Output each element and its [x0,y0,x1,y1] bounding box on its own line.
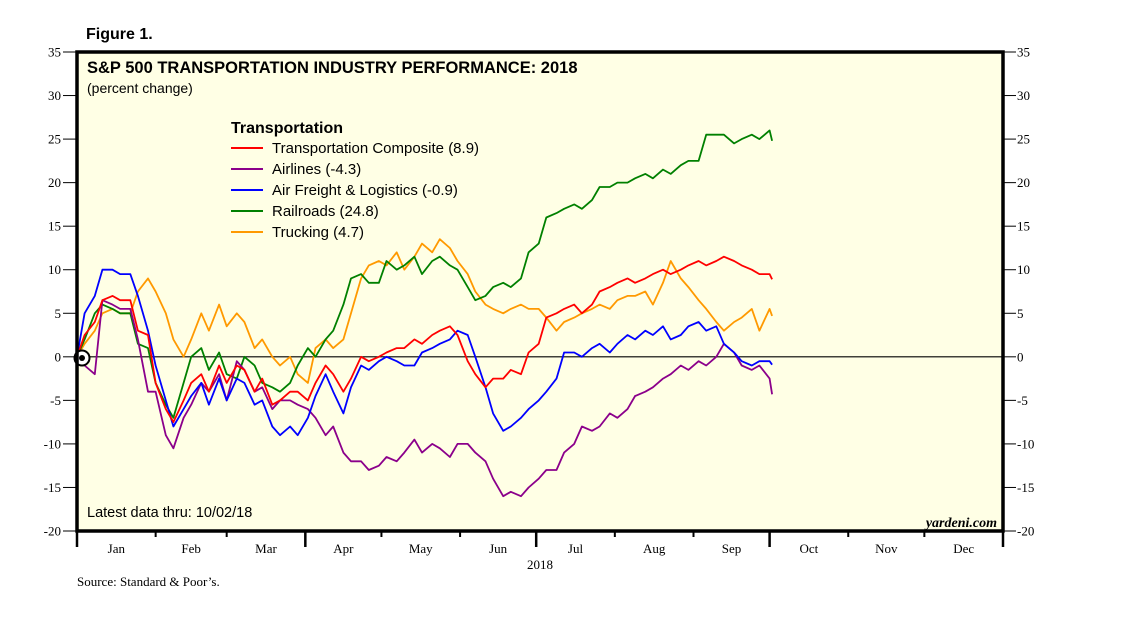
y-tick-label-right: 30 [1017,88,1030,103]
series-line-airlines [76,299,773,498]
y-tick-label-right: 35 [1017,45,1030,60]
y-tick-label-left: -15 [44,480,61,495]
y-tick-label-right: 10 [1017,262,1030,277]
figure-label: Figure 1. [86,26,153,43]
legend-label: Transportation Composite (8.9) [272,140,479,157]
legend-item: Trucking (4.7) [231,224,364,241]
x-tick-label-aug: Aug [643,541,666,556]
x-tick-label-mar: Mar [255,541,277,556]
chart-title: S&P 500 TRANSPORTATION INDUSTRY PERFORMA… [87,59,578,77]
y-axis-left: 35 30 25 20 15 10 5 0 -5 -10 -15 -20 [44,45,77,539]
series-lines [76,129,773,498]
latest-data-note: Latest data thru: 10/02/18 [87,505,252,521]
y-tick-label-left: 35 [48,45,61,60]
legend-item: Air Freight & Logistics (-0.9) [231,182,458,199]
legend-label: Trucking (4.7) [272,224,364,241]
y-tick-label-right: -10 [1017,436,1034,451]
x-tick-label-nov: Nov [875,541,898,556]
x-tick-label-may: May [409,541,433,556]
x-tick-label-jul: Jul [568,541,584,556]
y-tick-label-left: 15 [48,219,61,234]
x-tick-label-jun: Jun [489,541,508,556]
series-line-railroads [76,129,773,419]
plot-frame [75,50,1005,533]
x-axis: Jan Feb Mar Apr May Jun Jul Aug Sep Oct Nov Dec [75,531,1005,556]
y-tick-label-right: 5 [1017,306,1024,321]
series-line-air-freight-logistics [76,268,773,437]
legend-label: Airlines (-4.3) [272,161,361,178]
y-tick-label-left: 20 [48,175,61,190]
legend-label: Railroads (24.8) [272,203,379,220]
legend-title: Transportation [231,120,343,137]
series-line-trucking [76,238,773,384]
legend: Transportation Transportation Composite … [231,120,479,241]
watermark: yardeni.com [924,516,997,531]
y-tick-label-right: -5 [1017,393,1028,408]
y-tick-label-left: -5 [50,393,61,408]
y-tick-label-left: 25 [48,132,61,147]
y-tick-label-left: 10 [48,262,61,277]
x-tick-label-dec: Dec [953,541,974,556]
legend-label: Air Freight & Logistics (-0.9) [272,182,458,199]
legend-item: Railroads (24.8) [231,203,379,220]
y-tick-label-right: 0 [1017,349,1024,364]
y-tick-label-right: -20 [1017,524,1034,539]
source-note: Source: Standard & Poor’s. [77,574,220,589]
y-tick-label-right: 25 [1017,132,1030,147]
y-tick-label-right: -15 [1017,480,1034,495]
chart-subtitle: (percent change) [87,80,193,96]
legend-item: Transportation Composite (8.9) [231,140,479,157]
y-tick-label-left: 30 [48,88,61,103]
y-tick-label-right: 20 [1017,175,1030,190]
x-tick-label-apr: Apr [333,541,354,556]
series-line-transportation-composite [76,255,773,424]
y-tick-label-left: -20 [44,524,61,539]
x-tick-label-sep: Sep [722,541,742,556]
plot-area [77,52,1003,531]
x-tick-label-jan: Jan [108,541,126,556]
y-tick-label-right: 15 [1017,219,1030,234]
y-axis-right: 35 30 25 20 15 10 5 0 -5 -10 -15 -20 [1003,45,1034,539]
x-tick-label-oct: Oct [800,541,819,556]
origin-dot [79,355,85,361]
y-tick-label-left: 5 [55,306,62,321]
x-axis-label: 2018 [527,557,553,572]
x-tick-label-feb: Feb [181,541,201,556]
y-tick-label-left: -10 [44,436,61,451]
legend-item: Airlines (-4.3) [231,161,361,178]
y-tick-label-left: 0 [55,349,62,364]
